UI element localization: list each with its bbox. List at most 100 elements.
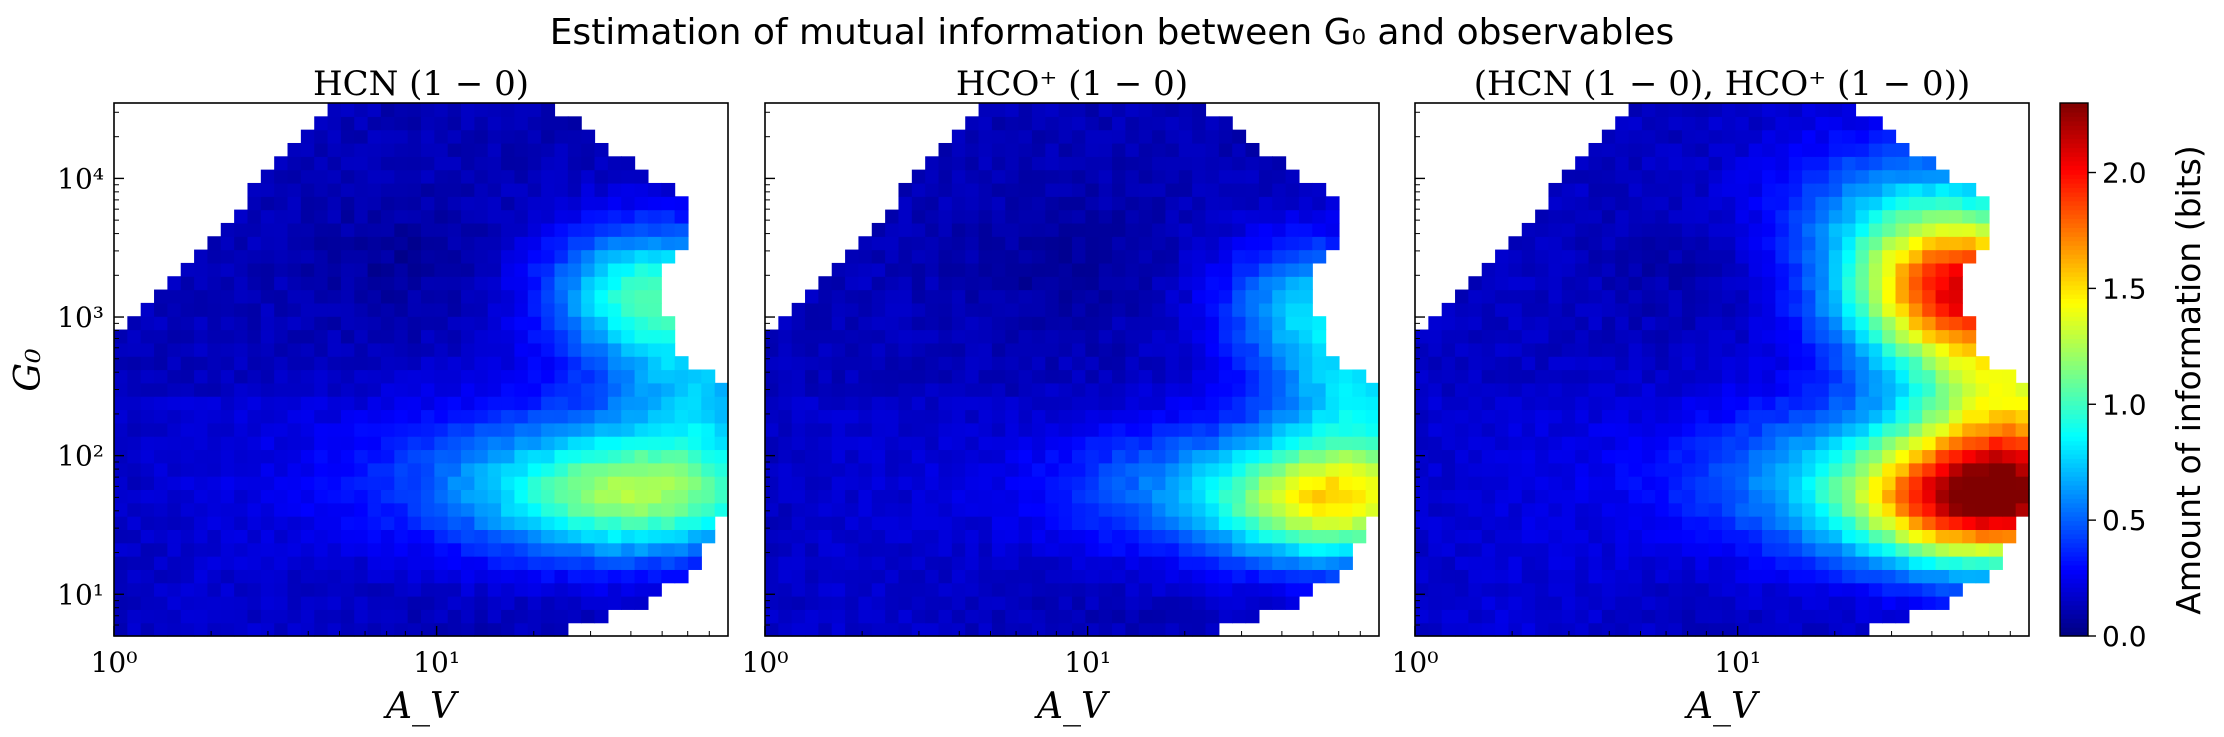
- heatmap-cell: [1722, 209, 1736, 224]
- heatmap-cell: [951, 236, 966, 251]
- heatmap-cell: [1935, 569, 1950, 584]
- heatmap-cell: [1628, 382, 1643, 397]
- heatmap-cell: [527, 436, 542, 451]
- heatmap-cell: [407, 569, 422, 584]
- heatmap-cell: [1138, 369, 1153, 384]
- heatmap-cell: [1681, 409, 1696, 424]
- heatmap-cell: [1762, 396, 1776, 411]
- heatmap-cell: [247, 382, 262, 397]
- heatmap-cell: [701, 396, 716, 411]
- heatmap-cell: [1628, 156, 1643, 171]
- heatmap-cell: [1628, 209, 1643, 224]
- heatmap-cell: [380, 609, 395, 624]
- heatmap-cell: [1535, 476, 1550, 491]
- heatmap-cell: [380, 276, 395, 291]
- heatmap-cell: [1962, 196, 1977, 211]
- heatmap-cell: [1232, 529, 1247, 544]
- heatmap-cell: [594, 502, 609, 517]
- heatmap-cell: [1085, 622, 1100, 637]
- heatmap-cell: [1178, 129, 1193, 144]
- heatmap-cell: [1802, 582, 1817, 597]
- heatmap-cell: [327, 409, 342, 424]
- heatmap-cell: [1575, 489, 1590, 504]
- heatmap-cell: [1962, 382, 1977, 397]
- heatmap-cell: [1352, 476, 1367, 491]
- heatmap-cell: [1708, 369, 1723, 384]
- heatmap-cell: [300, 622, 315, 637]
- heatmap-cell: [1338, 489, 1353, 504]
- heatmap-cell: [1018, 302, 1033, 317]
- heatmap-cell: [1258, 369, 1273, 384]
- heatmap-cell: [541, 302, 556, 317]
- heatmap-cell: [461, 582, 475, 597]
- heatmap-cell: [1365, 476, 1380, 491]
- heatmap-cell: [765, 382, 779, 397]
- colorbar-segment: [2060, 169, 2088, 175]
- heatmap-cell: [2015, 396, 2030, 411]
- colorbar-segment: [2060, 471, 2088, 477]
- heatmap-cell: [1775, 596, 1790, 610]
- heatmap-cell: [1165, 556, 1180, 570]
- heatmap-cell: [1428, 329, 1443, 344]
- heatmap-cell: [554, 196, 569, 211]
- heatmap-cell: [1735, 369, 1750, 384]
- heatmap-cell: [1098, 609, 1113, 624]
- heatmap-cell: [714, 409, 729, 424]
- heatmap-cell: [1588, 622, 1603, 637]
- heatmap-cell: [127, 409, 142, 424]
- heatmap-cell: [554, 462, 569, 477]
- heatmap-cell: [1192, 596, 1207, 610]
- heatmap-cell: [114, 396, 128, 411]
- heatmap-cell: [898, 196, 913, 211]
- heatmap-cell: [1018, 342, 1033, 357]
- heatmap-cell: [287, 422, 302, 437]
- heatmap-cell: [1668, 329, 1683, 344]
- heatmap-cell: [1735, 103, 1750, 117]
- heatmap-cell: [1138, 116, 1153, 131]
- heatmap-cell: [287, 556, 302, 570]
- heatmap-cell: [1205, 382, 1220, 397]
- heatmap-cell: [447, 556, 462, 570]
- heatmap-cell: [714, 436, 729, 451]
- heatmap-cell: [447, 342, 462, 357]
- heatmap-cell: [234, 369, 249, 384]
- heatmap-cell: [1152, 236, 1167, 251]
- heatmap-cell: [501, 422, 516, 437]
- heatmap-cell: [621, 529, 636, 544]
- heatmap-cell: [1655, 222, 1670, 237]
- heatmap-cell: [1895, 422, 1910, 437]
- heatmap-cell: [1312, 569, 1327, 584]
- heatmap-cell: [1285, 316, 1300, 331]
- heatmap-cell: [407, 436, 422, 451]
- heatmap-cell: [140, 436, 155, 451]
- heatmap-cell: [1895, 516, 1910, 530]
- heatmap-cell: [340, 436, 355, 451]
- heatmap-cell: [647, 396, 662, 411]
- heatmap-cell: [661, 569, 676, 584]
- heatmap-cell: [978, 103, 993, 117]
- heatmap-cell: [1948, 569, 1963, 584]
- heatmap-cell: [858, 396, 873, 411]
- heatmap-cell: [154, 289, 168, 304]
- heatmap-cell: [194, 516, 209, 530]
- heatmap-cell: [1815, 236, 1830, 251]
- heatmap-cell: [1641, 529, 1656, 544]
- heatmap-cell: [154, 356, 168, 371]
- heatmap-cell: [354, 569, 369, 584]
- heatmap-cell: [1708, 476, 1723, 491]
- heatmap-cell: [1842, 449, 1857, 464]
- heatmap-cell: [911, 169, 926, 184]
- heatmap-cell: [354, 236, 369, 251]
- heatmap-cell: [527, 396, 542, 411]
- heatmap-cell: [1005, 329, 1020, 344]
- heatmap-cells: [1415, 103, 2030, 637]
- heatmap-cell: [871, 276, 886, 291]
- heatmap-cell: [1165, 396, 1180, 411]
- heatmap-cell: [474, 502, 489, 517]
- heatmap-cell: [978, 329, 993, 344]
- heatmap-cell: [845, 329, 860, 344]
- heatmap-cell: [938, 329, 953, 344]
- heatmap-cell: [1548, 222, 1563, 237]
- heatmap-cell: [380, 342, 395, 357]
- heatmap-cell: [1441, 342, 1456, 357]
